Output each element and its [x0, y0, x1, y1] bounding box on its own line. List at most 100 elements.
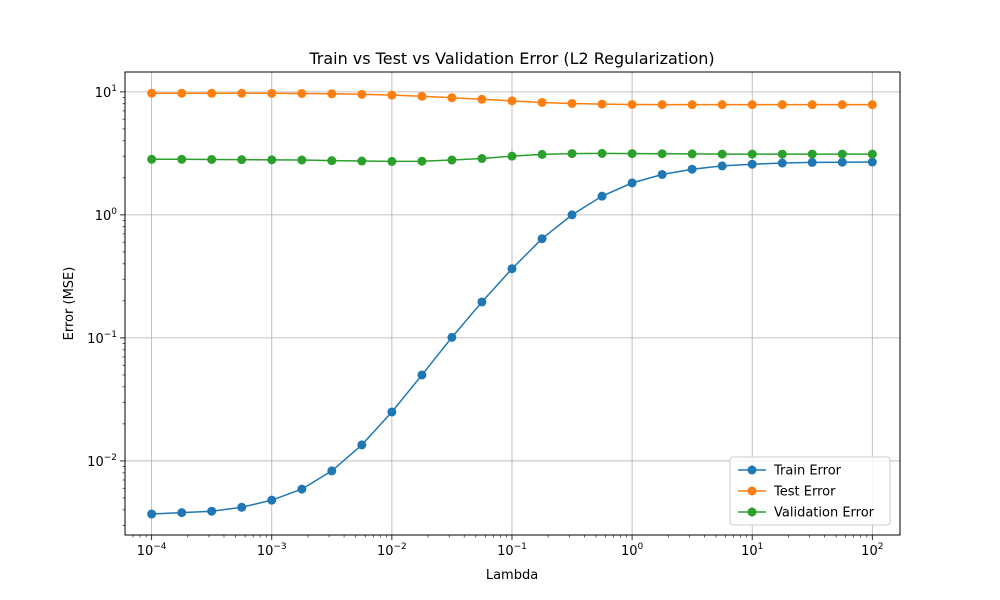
data-point: [357, 156, 367, 166]
data-point: [267, 495, 277, 505]
data-point: [627, 149, 637, 159]
data-point: [687, 164, 697, 174]
data-point: [357, 89, 367, 99]
x-tick-label: 101: [741, 542, 763, 559]
x-axis-label: Lambda: [486, 568, 538, 583]
data-point: [567, 98, 577, 108]
data-point: [327, 156, 337, 166]
data-point: [237, 502, 247, 512]
x-tick-label: 10−2: [377, 542, 407, 559]
data-point: [447, 332, 457, 342]
data-point: [747, 159, 757, 169]
legend-box: [729, 456, 891, 526]
x-tick-label: 102: [861, 542, 883, 559]
data-point: [207, 88, 217, 98]
data-point: [477, 154, 487, 164]
data-point: [177, 508, 187, 518]
x-tick-label: 10−1: [497, 542, 527, 559]
data-point: [807, 157, 817, 167]
data-point: [207, 154, 217, 164]
data-point: [297, 484, 307, 494]
data-point: [657, 100, 667, 110]
data-point: [237, 88, 247, 98]
data-point: [177, 88, 187, 98]
x-tick-label: 10−3: [257, 542, 287, 559]
data-point: [867, 100, 877, 110]
data-point: [327, 466, 337, 476]
data-point: [177, 154, 187, 164]
data-point: [417, 156, 427, 166]
data-point: [387, 156, 397, 166]
series-test-error: [147, 88, 877, 110]
series-train-error: [147, 157, 877, 519]
data-point: [717, 100, 727, 110]
data-point: [807, 149, 817, 159]
legend-label: Validation Error: [774, 506, 875, 521]
data-point: [597, 99, 607, 109]
plot-frame: [124, 71, 901, 536]
data-point: [747, 149, 757, 159]
data-point: [537, 97, 547, 107]
data-point: [417, 370, 427, 380]
legend-item: Train Error: [738, 464, 842, 479]
data-point: [597, 191, 607, 201]
legend-item: Test Error: [738, 485, 836, 500]
data-point: [507, 96, 517, 106]
x-tick-label: 10−4: [137, 542, 167, 559]
data-point: [297, 155, 307, 165]
y-axis-label: Error (MSE): [62, 267, 77, 341]
data-point: [147, 154, 157, 164]
data-point: [747, 100, 757, 110]
y-tick-label: 10−2: [87, 453, 117, 470]
chart-title: Train vs Test vs Validation Error (L2 Re…: [308, 49, 714, 68]
data-point: [687, 100, 697, 110]
data-point: [567, 210, 577, 220]
data-point: [537, 149, 547, 159]
data-point: [837, 157, 847, 167]
data-point: [537, 234, 547, 244]
data-point: [717, 161, 727, 171]
data-point: [477, 94, 487, 104]
y-tick-label: 100: [95, 207, 118, 224]
ticks: 10−4 10−3 10−2 10−1 100 101 102 10−2 10−1 100 101: [87, 84, 883, 559]
data-point: [267, 88, 277, 98]
data-point: [867, 149, 877, 159]
data-point: [387, 407, 397, 417]
y-tick-label: 10−1: [87, 330, 117, 347]
series-validation-error: [147, 148, 877, 166]
data-point: [777, 100, 787, 110]
legend-marker: [747, 507, 757, 517]
data-point: [657, 149, 667, 159]
data-point: [627, 99, 637, 109]
data-point: [777, 158, 787, 168]
data-point: [687, 149, 697, 159]
data-point: [237, 155, 247, 165]
data-point: [327, 89, 337, 99]
data-point: [627, 178, 637, 188]
data-point: [417, 91, 427, 101]
data-point: [267, 155, 277, 165]
data-point: [567, 149, 577, 159]
y-tick-label: 101: [95, 84, 117, 101]
legend-label: Train Error: [773, 464, 842, 479]
grid: [125, 72, 900, 535]
data-point: [147, 509, 157, 519]
data-point: [447, 155, 457, 165]
data-point: [297, 88, 307, 98]
data-point: [387, 90, 397, 100]
data-point: [867, 157, 877, 167]
data-point: [507, 264, 517, 274]
data-point: [717, 149, 727, 159]
data-point: [357, 440, 367, 450]
series-layer: [147, 88, 877, 519]
legend: Train Error Test Error Validation Error: [729, 456, 891, 526]
data-point: [807, 100, 817, 110]
data-point: [837, 100, 847, 110]
legend-marker: [747, 465, 757, 475]
x-tick-label: 100: [621, 542, 644, 559]
data-point: [207, 506, 217, 516]
data-point: [477, 297, 487, 307]
data-point: [837, 149, 847, 159]
data-point: [507, 151, 517, 161]
